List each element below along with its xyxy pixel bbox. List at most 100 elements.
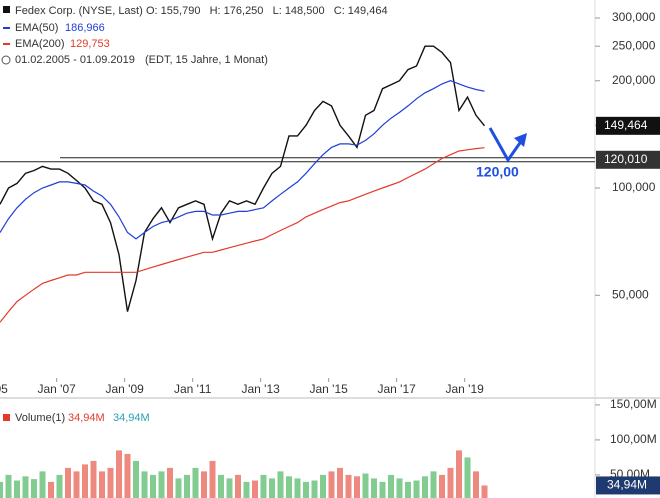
legend-value: 129,753 — [70, 38, 110, 50]
volume-bar — [405, 481, 411, 498]
legend-icon — [3, 414, 10, 421]
legend-swatch — [3, 27, 10, 29]
price-line — [0, 147, 485, 323]
volume-panel — [0, 450, 488, 498]
volume-bar — [439, 474, 445, 498]
volume-bar — [175, 478, 182, 498]
annotation-arrow — [488, 127, 524, 163]
volume-bar — [31, 479, 37, 498]
volume-bar — [124, 453, 131, 498]
x-tick-label: Jan '19 — [446, 382, 485, 396]
volume-bar — [14, 480, 20, 498]
volume-bar — [311, 480, 318, 498]
volume-bar — [430, 471, 437, 498]
price-label: 149,464 — [604, 118, 648, 132]
volume-bar — [422, 476, 428, 498]
volume-bar — [320, 474, 326, 498]
x-tick-label: Jan '17 — [378, 382, 417, 396]
volume-bar — [158, 471, 165, 498]
volume-bar — [252, 480, 258, 498]
x-tick-label: Jan '07 — [38, 382, 77, 396]
legend-label: EMA(200) — [15, 38, 65, 50]
volume-bar — [337, 467, 343, 498]
volume-bar — [456, 450, 462, 498]
quote: O: 155,790 H: 176,250 L: 148,500 C: 149,… — [146, 5, 388, 17]
price-box — [596, 116, 660, 135]
clock-icon — [1, 55, 11, 65]
y-tick-label: 250,000 — [612, 38, 656, 52]
annotation: 120,00 — [476, 164, 519, 180]
level-label: 120,010 — [604, 152, 648, 166]
volume-bar — [192, 467, 199, 498]
volume-title: Volume(1) — [15, 412, 65, 424]
overlay: Jan '05 Jan '07 Jan '09 Jan '11 Jan '13 Jan '… — [0, 10, 660, 495]
volume-bar — [354, 476, 360, 498]
x-tick-label: Jan '11 — [174, 382, 212, 396]
x-tick-label: Jan '13 — [242, 382, 281, 396]
volume-box-label: 34,94M — [607, 478, 647, 492]
period: 01.02.2005 - 01.09.2019 — [15, 54, 135, 66]
volume-bar — [5, 474, 12, 498]
volume-bar — [286, 476, 292, 498]
volume-bar — [260, 474, 267, 498]
volume-bar — [294, 478, 301, 498]
volume-bar — [133, 460, 139, 498]
volume-bar — [201, 471, 207, 498]
volume-bar — [371, 478, 377, 498]
volume-bar — [150, 474, 156, 498]
volume-bar — [56, 474, 63, 498]
volume-bar — [167, 467, 173, 498]
volume-bar — [473, 471, 479, 498]
volume-box — [596, 476, 660, 495]
volume-bar — [243, 481, 250, 498]
volume-bar — [447, 467, 454, 498]
volume-bar — [73, 471, 80, 498]
volume-bar — [328, 471, 335, 498]
price-line — [0, 80, 485, 240]
y-tick-label: 100,000 — [612, 180, 656, 194]
volume-bar — [269, 478, 275, 498]
volume-bar — [48, 481, 54, 498]
volume-bar — [39, 471, 46, 498]
volume-bar — [362, 473, 369, 498]
x-tick-label: Jan '05 — [0, 382, 8, 396]
volume-bar — [82, 464, 88, 498]
volume-bar — [235, 474, 241, 498]
y-tick-label: 150,00M — [610, 397, 657, 411]
x-tick-label: Jan '15 — [310, 382, 349, 396]
chart-title: Fedex Corp. (NYSE, Last) — [15, 5, 143, 17]
volume-bar — [116, 450, 122, 498]
volume-value: 34,94M — [68, 412, 105, 424]
y-tick-label: 100,00M — [610, 432, 657, 446]
volume-bar — [209, 460, 216, 498]
legend-value: 186,966 — [65, 22, 105, 34]
price-panel — [0, 45, 595, 323]
volume-bar — [413, 480, 420, 498]
legend-label: EMA(50) — [15, 22, 58, 34]
y-tick-label: 50,000 — [612, 287, 649, 301]
volume-bar — [379, 481, 386, 498]
volume-bar — [107, 467, 114, 498]
volume-bar — [218, 474, 224, 498]
volume-bar — [464, 457, 471, 498]
volume-bar — [65, 467, 71, 498]
y-tick-label: 200,000 — [612, 73, 656, 87]
level-box — [596, 150, 660, 169]
period-note: (EDT, 15 Jahre, 1 Monat) — [145, 54, 268, 66]
volume-bar — [303, 481, 309, 498]
volume-bar — [22, 476, 29, 498]
volume-bar — [388, 474, 394, 498]
legend-icon — [3, 6, 10, 13]
volume-bar — [226, 478, 233, 498]
volume-bar — [481, 485, 488, 498]
volume-bar — [345, 474, 352, 498]
x-tick-label: Jan '09 — [106, 382, 145, 396]
volume-bar — [0, 481, 3, 498]
y-tick-label: 300,000 — [612, 10, 656, 24]
volume-bar — [396, 478, 403, 498]
volume-value: 34,94M — [113, 412, 150, 424]
legend-swatch — [3, 43, 10, 45]
volume-bar — [141, 471, 148, 498]
